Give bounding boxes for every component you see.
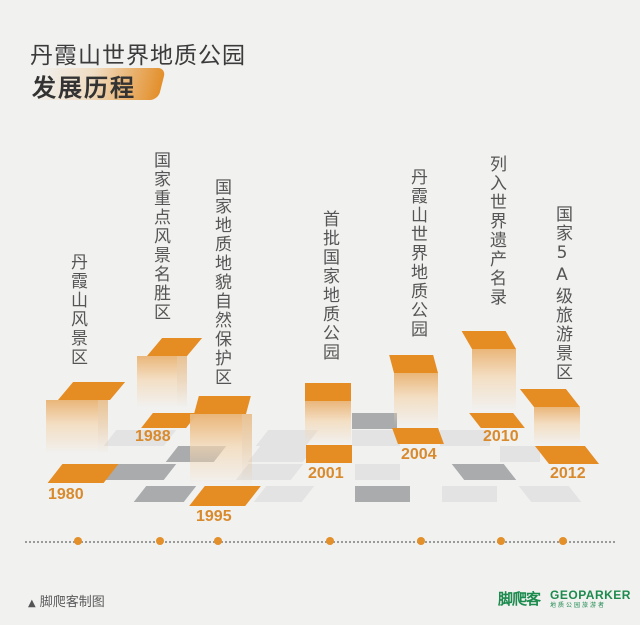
block-1988: [137, 338, 203, 408]
floor-tile: [253, 486, 315, 502]
year-label-1980: 1980: [48, 486, 84, 503]
milestone-label-1988: 国家重点风景名胜区: [150, 151, 170, 322]
milestone-label-1995: 国家地质地貌自然保护区: [211, 178, 231, 387]
floor-tile: [500, 446, 540, 462]
logo-english: GEOPARKER: [550, 587, 631, 602]
base-tile-2010: [469, 413, 525, 428]
timeline-line: [25, 541, 615, 543]
floor-tile: [133, 486, 197, 502]
block-1980: [46, 382, 126, 454]
base-tile-1980: [47, 464, 119, 483]
triangle-icon: ▲: [28, 598, 36, 609]
timeline-dot-2012: [559, 537, 567, 545]
block-1995: [190, 396, 252, 486]
floor-tile: [440, 430, 490, 446]
year-label-2010: 2010: [483, 428, 519, 445]
credit-text: ▲ 脚爬客制图: [28, 591, 105, 610]
timeline-dot-1988: [156, 537, 164, 545]
base-tile-2001: [306, 445, 352, 463]
timeline-dot-1980: [74, 537, 82, 545]
block-2001: [305, 383, 351, 445]
milestone-label-2004: 丹霞山世界地质公园: [407, 168, 427, 339]
floor-tile: [518, 486, 582, 502]
brand-logo: 脚爬客 GEOPARKER 地质公园旅游者: [498, 588, 631, 609]
year-label-1995: 1995: [196, 508, 232, 525]
page-title: 丹霞山世界地质公园: [30, 43, 246, 69]
logo-english-sub: 地质公园旅游者: [550, 601, 607, 609]
credit-label: 脚爬客制图: [39, 595, 105, 610]
year-label-1988: 1988: [135, 428, 171, 445]
base-tile-2012: [534, 446, 600, 464]
timeline-dot-2001: [326, 537, 334, 545]
milestone-label-1980: 丹霞山风景区: [67, 253, 87, 367]
logo-chinese: 脚爬客: [498, 590, 541, 608]
milestone-label-2010: 列入世界遗产名录: [486, 155, 506, 307]
floor-tile: [352, 430, 400, 446]
block-2004: [389, 355, 438, 427]
floor-tile: [352, 413, 397, 429]
year-label-2001: 2001: [308, 465, 344, 482]
floor-tile: [442, 486, 497, 502]
base-tile-1995: [189, 486, 261, 506]
floor-tile: [451, 464, 517, 480]
milestone-label-2001: 首批国家地质公园: [319, 210, 339, 362]
year-label-2012: 2012: [550, 465, 586, 482]
floor-tile: [355, 486, 410, 502]
page-subtitle: 发展历程: [32, 74, 136, 102]
timeline-dot-2004: [417, 537, 425, 545]
floor-tile: [355, 464, 400, 480]
logo-english-group: GEOPARKER 地质公园旅游者: [550, 589, 631, 609]
block-2012: [519, 389, 580, 445]
year-label-2004: 2004: [401, 446, 437, 463]
timeline-dot-2010: [497, 537, 505, 545]
milestone-label-2012: 国家5A级旅游景区: [552, 205, 572, 382]
timeline-dot-1995: [214, 537, 222, 545]
subtitle-badge: 发展历程: [30, 66, 166, 102]
base-tile-2004: [392, 428, 444, 444]
block-2010: [461, 331, 516, 411]
